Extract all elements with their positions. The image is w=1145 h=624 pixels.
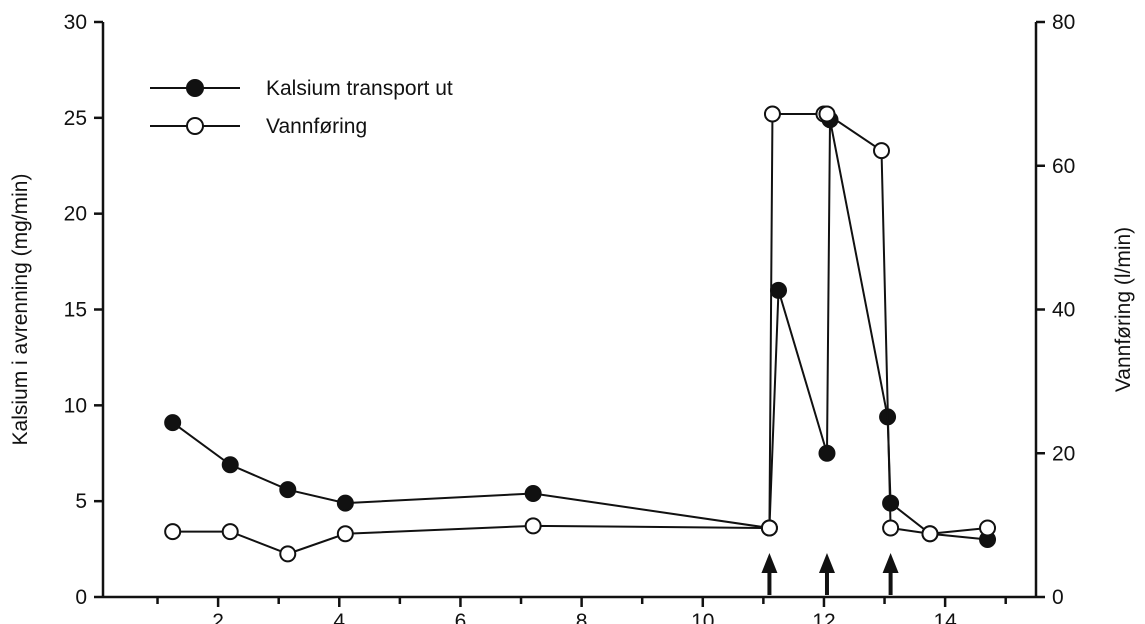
legend-marker-open: [186, 117, 204, 135]
legend-label: Vannføring: [266, 115, 367, 138]
x-tick-label: 8: [576, 610, 588, 624]
legend: Kalsium transport ut Vannføring: [150, 77, 453, 138]
legend-label: Kalsium transport ut: [266, 77, 453, 100]
data-point-open: [979, 519, 997, 537]
y-left-tick-label: 20: [64, 203, 87, 226]
y-axis-right-title: Vannføring (l/min): [1112, 227, 1135, 392]
x-tick-label: 10: [691, 610, 714, 624]
x-tick-label: 6: [455, 610, 467, 624]
data-point-filled: [279, 481, 297, 499]
y-left-tick-label: 15: [64, 299, 87, 322]
data-point-filled: [524, 485, 542, 502]
data-point-open: [763, 105, 781, 123]
data-point-filled: [221, 456, 239, 474]
data-point-open: [921, 525, 939, 543]
arrow-head: [882, 553, 899, 573]
x-tick-label: 4: [333, 610, 345, 624]
data-point-filled: [770, 281, 788, 299]
y-left-tick-label: 10: [64, 394, 87, 417]
arrow-head: [818, 553, 835, 573]
arrow-head: [761, 553, 778, 573]
data-point-open: [279, 545, 297, 563]
y-right-tick-label: 60: [1052, 155, 1075, 178]
y-right-tick-label: 20: [1052, 442, 1075, 465]
data-point-open: [882, 519, 900, 537]
y-right-tick-label: 80: [1052, 11, 1075, 34]
axes: 0 5 10 15 20 25 30 0 20 40 60 80 2 4 6 8 10 12 14: [64, 11, 1076, 624]
legend-marker-filled: [186, 79, 204, 97]
data-point-open: [873, 142, 891, 160]
data-point-open: [818, 105, 836, 123]
y-left-tick-label: 0: [75, 586, 87, 609]
data-point-open: [760, 519, 778, 537]
data-point-filled: [818, 444, 836, 462]
y-left-tick-label: 25: [64, 107, 87, 130]
y-axis-left-title: Kalsium i avrenning (mg/min): [9, 174, 32, 446]
y-left-tick-label: 5: [75, 490, 87, 513]
data-point-open: [221, 523, 239, 541]
x-tick-label: 12: [812, 610, 835, 624]
series-group: [164, 105, 997, 563]
y-right-tick-label: 0: [1052, 586, 1064, 609]
y-right-tick-label: 40: [1052, 299, 1075, 322]
data-point-open: [164, 523, 182, 541]
data-point-filled: [164, 414, 182, 432]
y-left-tick-label: 30: [64, 11, 87, 34]
data-point-open: [524, 517, 542, 535]
x-tick-label: 14: [933, 610, 957, 624]
data-point-filled: [336, 494, 354, 512]
series-line-1: [172, 119, 988, 541]
x-tick-label: 2: [212, 610, 224, 624]
annotation-arrows: [761, 553, 899, 595]
data-point-open: [336, 525, 354, 543]
